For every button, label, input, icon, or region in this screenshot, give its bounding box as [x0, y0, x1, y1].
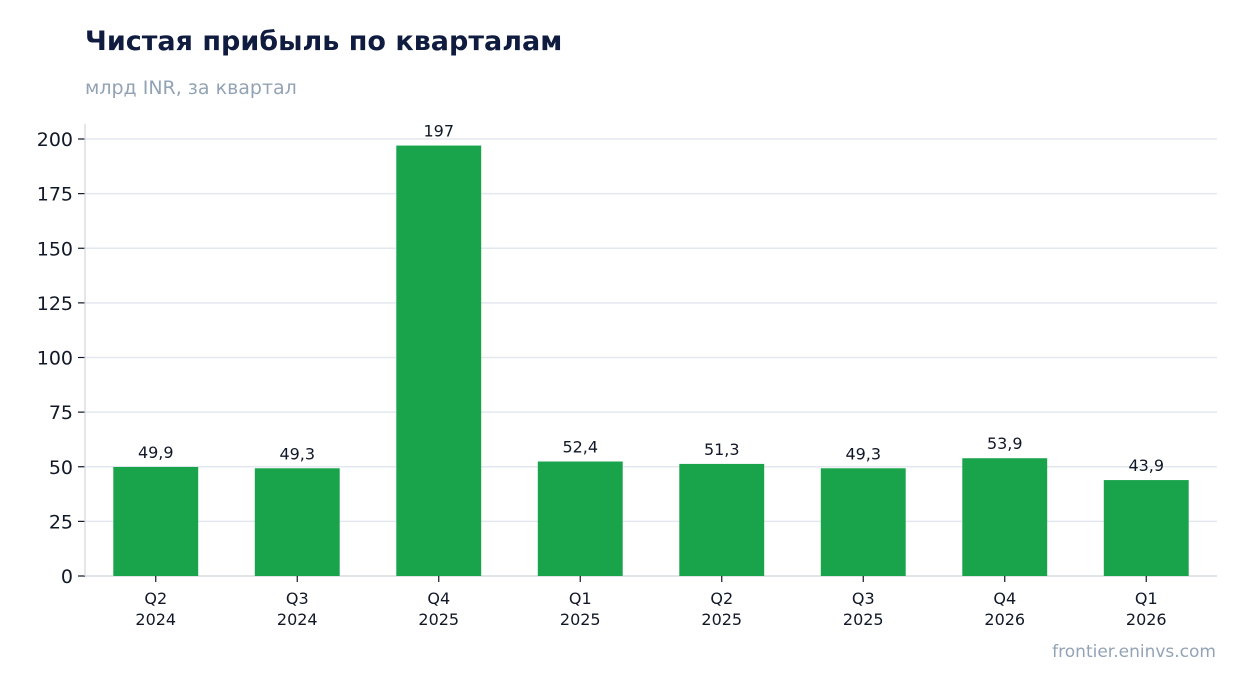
y-tick-label: 50: [49, 457, 73, 479]
x-tick-label-year: 2026: [1126, 610, 1167, 629]
bar: [962, 458, 1048, 576]
labels: 49,9 Q2 2024 49,3 Q3 2024 197 Q4 2025 52,4 Q1 2025 5…: [135, 122, 1166, 629]
data-label: 43,9: [1128, 456, 1164, 475]
bar: [820, 468, 906, 576]
data-label: 49,3: [279, 444, 315, 463]
bars: [113, 145, 1189, 576]
data-label: 53,9: [987, 434, 1023, 453]
data-label: 51,3: [704, 440, 740, 459]
source-credit: frontier.eninvs.com: [1052, 642, 1216, 662]
y-tick-label: 25: [49, 511, 73, 533]
x-tick-label-year: 2025: [843, 610, 884, 629]
x-tick-label-quarter: Q3: [852, 589, 875, 608]
bar: [254, 468, 340, 576]
x-tick-label-year: 2025: [560, 610, 601, 629]
bar: [537, 461, 623, 576]
chart-title: Чистая прибыль по кварталам: [85, 26, 563, 57]
x-tick-label-year: 2025: [701, 610, 742, 629]
bar: [396, 145, 482, 576]
x-tick-label-quarter: Q2: [710, 589, 733, 608]
data-label: 49,3: [845, 444, 881, 463]
data-label: 49,9: [138, 443, 174, 462]
x-tick-label-year: 2024: [277, 610, 318, 629]
chart-subtitle: млрд INR, за квартал: [85, 77, 297, 99]
y-tick-label: 200: [37, 129, 73, 151]
x-tick-label-quarter: Q1: [1135, 589, 1158, 608]
y-tick-label: 0: [61, 566, 73, 588]
bar: [113, 466, 199, 576]
x-tick-label-year: 2025: [418, 610, 459, 629]
y-tick-label: 150: [37, 238, 73, 260]
x-tick-label-quarter: Q1: [569, 589, 592, 608]
bar: [679, 463, 765, 576]
x-tick-label-year: 2026: [984, 610, 1025, 629]
x-tick-label-quarter: Q3: [286, 589, 309, 608]
x-tick-label-quarter: Q4: [427, 589, 450, 608]
y-tick-label: 100: [37, 348, 73, 370]
y-tick-label: 75: [49, 402, 73, 424]
y-tick-label: 125: [37, 293, 73, 315]
x-tick-label-year: 2024: [135, 610, 176, 629]
data-label: 197: [423, 122, 454, 141]
x-tick-label-quarter: Q2: [144, 589, 167, 608]
data-label: 52,4: [562, 438, 598, 457]
bar: [1103, 480, 1189, 576]
x-tick-label-quarter: Q4: [993, 589, 1016, 608]
y-tick-label: 175: [37, 184, 73, 206]
